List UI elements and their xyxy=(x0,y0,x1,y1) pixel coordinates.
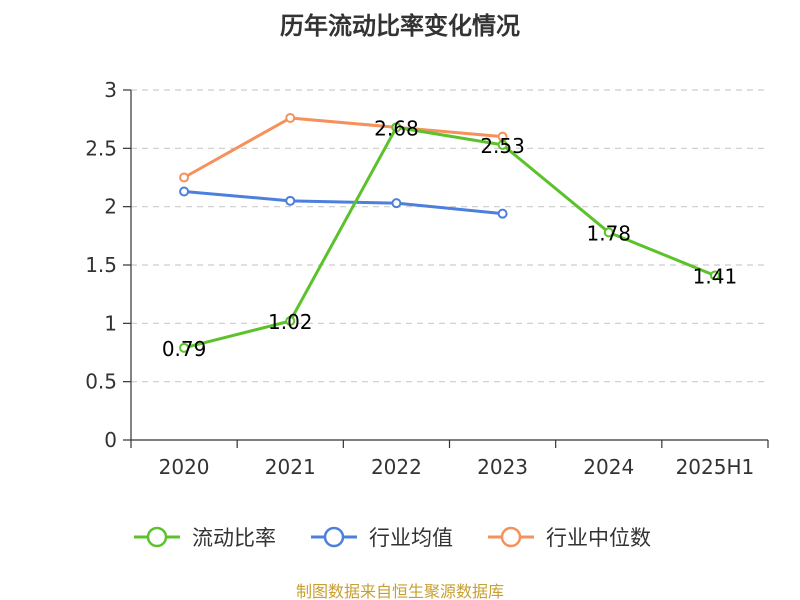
data-label: 1.41 xyxy=(693,265,738,289)
data-point xyxy=(709,270,720,281)
y-tick-label: 0.5 xyxy=(85,370,117,394)
y-tick-label: 1.5 xyxy=(85,253,117,277)
legend-label: 流动比率 xyxy=(192,526,276,550)
x-tick-label: 2025H1 xyxy=(676,455,755,479)
data-label: 2.53 xyxy=(480,134,525,158)
data-point xyxy=(285,195,296,206)
x-tick-label: 2024 xyxy=(583,455,634,479)
data-point xyxy=(179,172,190,183)
data-point xyxy=(497,139,508,150)
series-line xyxy=(183,190,503,216)
source-note: 制图数据来自恒生聚源数据库 xyxy=(296,582,504,600)
y-tick-label: 1 xyxy=(104,311,117,335)
data-point xyxy=(497,208,508,219)
data-point xyxy=(179,342,190,353)
chart-title: 历年流动比率变化情况 xyxy=(280,12,520,40)
data-point xyxy=(285,113,296,123)
x-tick-label: 2022 xyxy=(371,455,422,479)
data-label: 2.68 xyxy=(374,116,419,140)
y-tick-label: 3 xyxy=(104,78,117,102)
legend-label: 行业中位数 xyxy=(546,526,651,550)
data-point xyxy=(391,122,402,133)
x-tick-label: 2020 xyxy=(159,455,210,479)
x-tick-label: 2021 xyxy=(265,455,316,479)
series-line xyxy=(183,125,716,350)
data-point xyxy=(391,198,402,209)
legend-swatch-marker xyxy=(500,526,522,548)
x-tick-label: 2023 xyxy=(477,455,528,479)
y-tick-label: 2.5 xyxy=(85,136,117,160)
data-label: 1.78 xyxy=(586,221,631,245)
data-label: 1.02 xyxy=(268,310,313,334)
series-line xyxy=(183,116,503,179)
y-tick-label: 2 xyxy=(104,195,117,219)
y-tick-label: 0 xyxy=(104,428,117,452)
legend-swatch-marker xyxy=(146,526,168,548)
data-point xyxy=(603,227,614,238)
data-label: 0.79 xyxy=(162,337,207,361)
data-point xyxy=(285,316,296,326)
legend-label: 行业均值 xyxy=(369,526,453,550)
legend-swatch-marker xyxy=(323,526,345,548)
data-point xyxy=(179,186,190,197)
